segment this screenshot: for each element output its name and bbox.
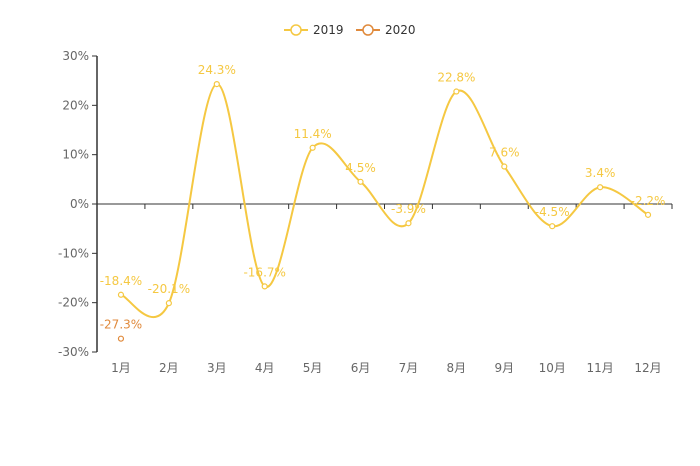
data-label-2019: -4.5%: [535, 205, 570, 219]
data-point-2019: [453, 88, 460, 95]
data-point-2019: [501, 163, 508, 170]
x-tick-label: 6月: [351, 361, 371, 375]
y-tick-label: -30%: [58, 345, 89, 359]
legend-label: 2019: [313, 23, 344, 37]
data-point-2019: [165, 300, 172, 307]
x-tick-label: 10月: [539, 361, 566, 375]
data-point-2019: [549, 223, 556, 230]
x-tick-label: 2月: [159, 361, 179, 375]
data-label-2019: 11.4%: [294, 127, 332, 141]
x-tick-label: 11月: [586, 361, 613, 375]
data-label-2020: -27.3%: [100, 318, 142, 332]
data-point-2020: [117, 335, 125, 342]
x-tick-label: 5月: [303, 361, 323, 375]
data-label-2019: 22.8%: [437, 71, 475, 85]
data-label-2019: -2.2%: [631, 194, 666, 208]
y-tick-label: 10%: [62, 148, 89, 162]
data-label-2019: 3.4%: [585, 166, 616, 180]
data-point-2019: [357, 178, 364, 185]
data-label-2019: -20.1%: [148, 282, 190, 296]
x-tick-label: 4月: [255, 361, 275, 375]
x-tick-label: 7月: [399, 361, 419, 375]
y-tick-label: -10%: [58, 246, 89, 260]
legend-marker-dot: [362, 24, 374, 36]
data-point-2019: [309, 144, 316, 151]
data-label-2019: 4.5%: [345, 161, 376, 175]
y-tick-label: 30%: [62, 49, 89, 63]
x-tick-label: 8月: [447, 361, 467, 375]
legend-marker-dot: [290, 24, 302, 36]
data-point-2019: [261, 283, 268, 290]
series-line-2019: [120, 83, 649, 319]
y-tick-label: 20%: [62, 98, 89, 112]
data-label-2019: -3.9%: [391, 202, 426, 216]
data-label-2019: 24.3%: [198, 63, 236, 77]
data-point-2019: [213, 81, 220, 88]
data-label-2019: -16.7%: [243, 265, 285, 279]
x-tick-label: 3月: [207, 361, 227, 375]
data-point-2019: [405, 220, 412, 227]
y-tick-label: -20%: [58, 296, 89, 310]
x-tick-label: 9月: [494, 361, 514, 375]
y-tick-label: 0%: [70, 197, 89, 211]
data-point-2019: [644, 211, 652, 218]
legend-label: 2020: [385, 23, 416, 37]
data-point-2019: [597, 184, 604, 191]
x-tick-label: 1月: [111, 361, 131, 375]
data-point-2019: [117, 291, 125, 298]
data-label-2019: -18.4%: [100, 274, 142, 288]
x-tick-label: 12月: [634, 361, 661, 375]
data-label-2019: 7.6%: [489, 146, 520, 160]
